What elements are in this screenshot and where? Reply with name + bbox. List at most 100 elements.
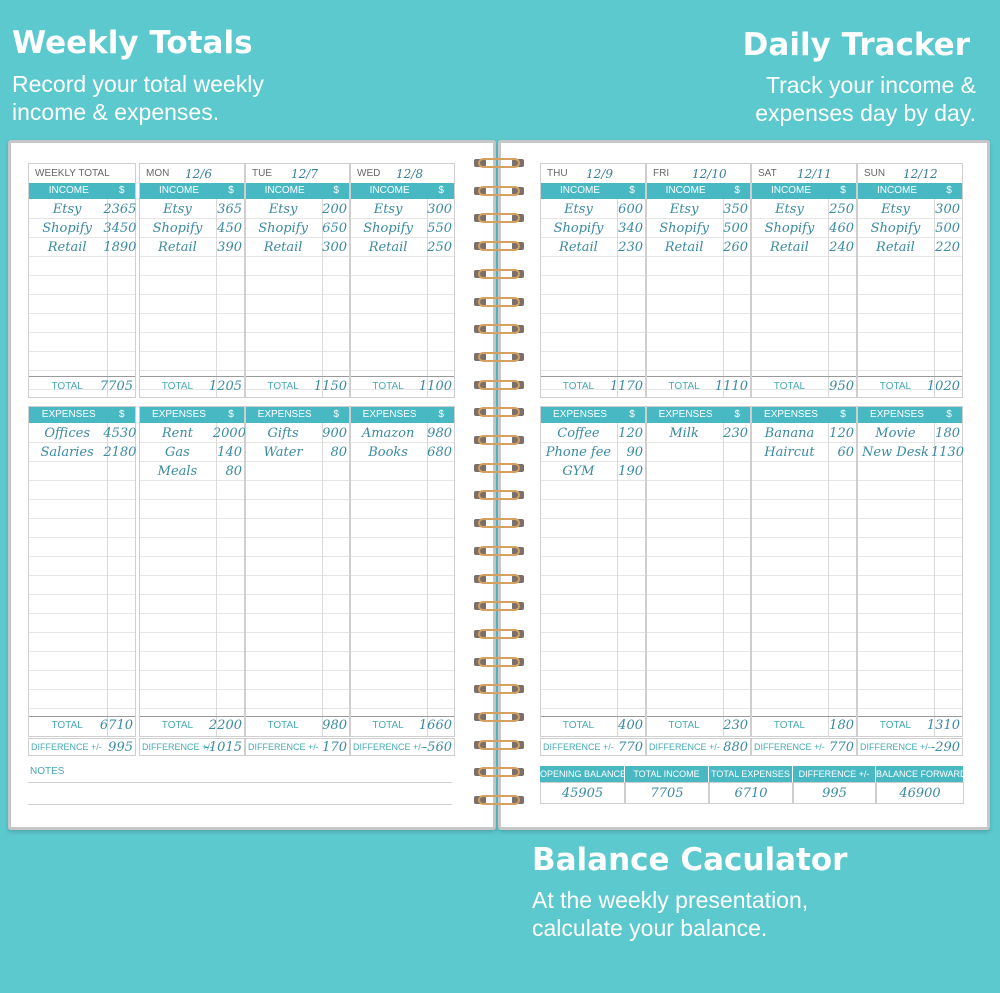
ruled-line — [858, 256, 962, 257]
expense-row: Gifts 900 — [246, 426, 349, 445]
ruled-line — [858, 594, 962, 595]
income-total-row: TOTAL 1205 — [140, 377, 244, 397]
expense-amount: 80 — [330, 445, 347, 460]
ruled-line — [29, 256, 135, 257]
ruled-line — [140, 632, 244, 633]
expenses-header: EXPENSES $ — [351, 407, 454, 423]
difference-value: 770 — [829, 740, 854, 755]
income-column: SUN 12/12 INCOME $ Etsy 300 Shopify 500 Retail 22… — [857, 163, 963, 398]
expenses-column: EXPENSES $ Gifts 900 Water 80 TOTAL 980 — [245, 406, 350, 737]
ruled-line — [140, 689, 244, 690]
income-total-row: TOTAL 1170 — [541, 377, 645, 397]
ruled-line — [351, 480, 454, 481]
ruled-line — [351, 389, 454, 390]
income-source: Shopify — [258, 221, 308, 236]
income-header: INCOME $ — [541, 183, 645, 199]
income-total-row: TOTAL 1100 — [351, 377, 454, 397]
income-total-value: 1100 — [418, 379, 452, 394]
ruled-line — [351, 370, 454, 371]
ruled-line — [752, 442, 856, 443]
ruled-line — [351, 708, 454, 709]
ruled-line — [752, 594, 856, 595]
expense-row: Rent 2000 — [140, 426, 246, 445]
ruled-line — [647, 332, 750, 333]
ruled-line — [351, 613, 454, 614]
ring-wire — [478, 628, 520, 639]
ring-wire — [478, 490, 520, 501]
income-row: Etsy 600 — [541, 202, 645, 221]
expense-item: Water — [263, 445, 303, 460]
expense-item: GYM — [562, 464, 595, 479]
currency-label: $ — [946, 185, 952, 196]
ruled-line — [246, 370, 349, 371]
expenses-total-row: TOTAL 6710 — [29, 716, 135, 736]
ruled-line — [29, 275, 135, 276]
column-divider — [828, 423, 829, 736]
currency-label: $ — [946, 409, 952, 420]
column-divider — [723, 199, 724, 397]
income-source: Etsy — [163, 202, 192, 217]
spiral-ring — [474, 461, 524, 475]
ring-wire — [478, 213, 520, 224]
currency-label: $ — [438, 185, 444, 196]
day-date: 12/12 — [903, 167, 938, 181]
expense-row: Coffee 120 — [541, 426, 645, 445]
daily-sub-line: Track your income & — [765, 72, 976, 98]
ruled-line — [752, 332, 856, 333]
income-amount: 240 — [829, 240, 854, 255]
total-label: TOTAL — [51, 720, 83, 731]
expenses-label: EXPENSES — [764, 409, 818, 420]
ruled-line — [140, 218, 244, 219]
expenses-label: EXPENSES — [658, 409, 713, 420]
balance-sub-line: At the weekly presentation, — [532, 887, 809, 913]
difference-label: DIFFERENCE +/- — [31, 742, 102, 752]
income-row: Shopify 550 — [351, 221, 454, 240]
ruled-line — [351, 499, 454, 500]
ring-wire — [478, 684, 520, 695]
ruled-line — [752, 389, 856, 390]
difference-value: 170 — [322, 740, 347, 755]
difference-value: -1015 — [204, 740, 242, 755]
ruled-line — [858, 670, 962, 671]
day-label: MON — [146, 168, 170, 179]
ruled-line — [29, 670, 135, 671]
income-label: INCOME — [159, 185, 199, 196]
expenses-header: EXPENSES $ — [858, 407, 962, 423]
expenses-total-value: 2200 — [208, 718, 242, 733]
ruled-line — [752, 670, 856, 671]
income-amount: 300 — [935, 202, 960, 217]
spiral-ring — [474, 599, 524, 613]
ruled-line — [541, 689, 645, 690]
income-source: Retail — [263, 240, 303, 255]
expense-amount: 80 — [225, 464, 242, 479]
total-separator — [29, 716, 135, 717]
ruled-line — [246, 442, 349, 443]
income-total-row: TOTAL 1150 — [246, 377, 349, 397]
ring-wire — [478, 462, 520, 473]
expenses-label: EXPENSES — [41, 409, 96, 420]
notes-line[interactable] — [28, 782, 452, 783]
income-row: Shopify 650 — [246, 221, 349, 240]
spiral-ring — [474, 572, 524, 586]
day-label: TUE — [252, 168, 272, 179]
ruled-line — [351, 218, 454, 219]
expense-row: Amazon 980 — [351, 426, 454, 445]
spiral-ring — [474, 488, 524, 502]
ruled-line — [351, 294, 454, 295]
income-amount: 600 — [618, 202, 643, 217]
column-divider — [107, 199, 108, 397]
notes-line[interactable] — [28, 804, 452, 805]
income-amount: 260 — [723, 240, 748, 255]
ring-wire — [478, 739, 520, 750]
ruled-line — [351, 518, 454, 519]
difference-row: DIFFERENCE +/- -290 — [857, 738, 963, 756]
expense-row: Books 680 — [351, 445, 454, 464]
ruled-line — [246, 556, 349, 557]
ruled-line — [752, 256, 856, 257]
expense-item: Salaries — [40, 445, 94, 460]
difference-row: DIFFERENCE +/- -1015 — [139, 738, 245, 756]
ring-wire — [478, 435, 520, 445]
income-total-value: 1205 — [208, 379, 242, 394]
income-amount: 200 — [322, 202, 347, 217]
total-label: TOTAL — [773, 381, 806, 392]
